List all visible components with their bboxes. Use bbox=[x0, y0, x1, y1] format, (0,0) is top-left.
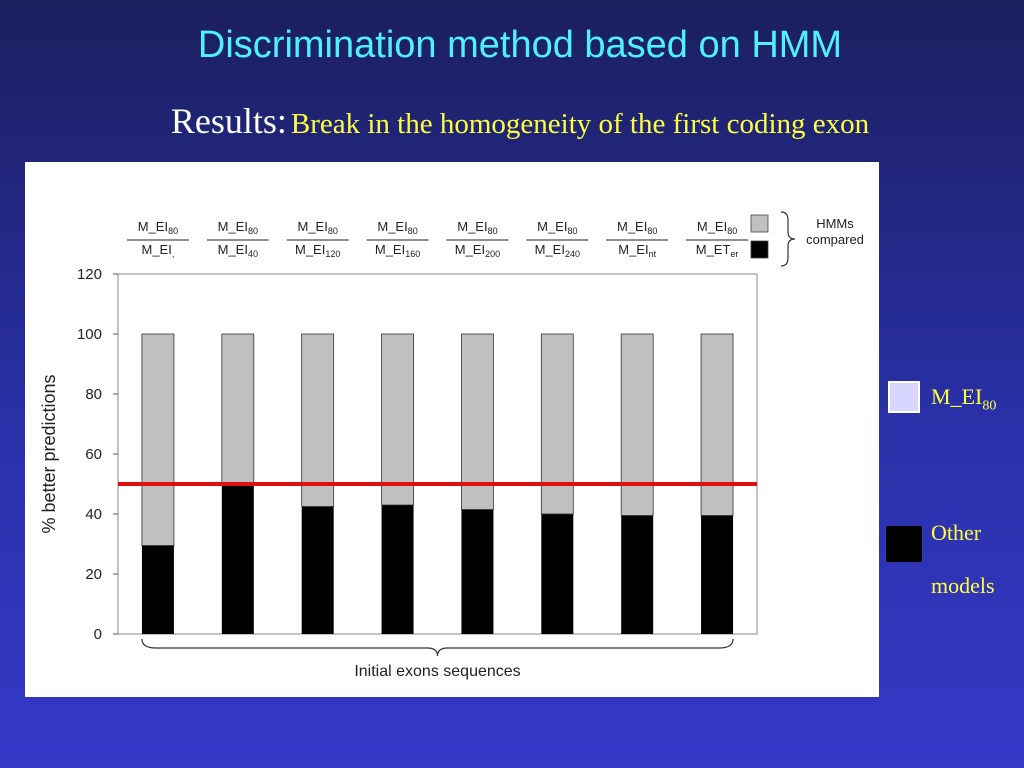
category-label-bottom: M_EI, bbox=[142, 242, 175, 259]
legend-label-other-models-2: models bbox=[931, 573, 995, 598]
bar-segment-other-models bbox=[461, 509, 494, 634]
y-tick-label: 120 bbox=[77, 266, 102, 283]
category-label-bottom-sub: 120 bbox=[325, 249, 340, 259]
bar-segment-other-models bbox=[541, 514, 574, 634]
bar-segment-m-ei80 bbox=[141, 333, 175, 546]
x-axis-brace bbox=[141, 638, 734, 657]
bar-segment-other-models bbox=[141, 545, 174, 634]
category-label-bottom-sub: er bbox=[730, 249, 738, 259]
slide-subtitle: Results: Break in the homogeneity of the… bbox=[0, 100, 1024, 142]
category-label-bottom-sub: nt bbox=[649, 249, 657, 259]
bar-segment-other-models bbox=[381, 505, 414, 634]
bar-segment-m-ei80 bbox=[221, 333, 255, 486]
legend-label-m-ei80-sub: 80 bbox=[982, 398, 997, 414]
category-label-top-sub: 80 bbox=[647, 226, 657, 236]
category-label-bottom: M_ETer bbox=[696, 242, 739, 259]
category-label-top: M_EI80 bbox=[697, 219, 737, 236]
key-swatch-black bbox=[750, 240, 769, 259]
y-tick-label: 20 bbox=[85, 566, 102, 583]
category-label-bottom-sub: 240 bbox=[565, 249, 580, 259]
slide-title: Discrimination method based on HMM bbox=[197, 24, 843, 66]
key-swatch-gray bbox=[750, 214, 769, 233]
subtitle-lead: Results: bbox=[170, 101, 287, 141]
category-label-bottom: M_EI160 bbox=[375, 242, 420, 259]
plot-area bbox=[117, 273, 758, 635]
category-label-top-sub: 80 bbox=[248, 226, 258, 236]
category-label-top: M_EI80 bbox=[457, 219, 497, 236]
bar-segment-other-models bbox=[221, 485, 254, 634]
y-tick-label: 40 bbox=[85, 506, 102, 523]
category-label-bottom: M_EInt bbox=[618, 242, 656, 259]
chart-panel: 0 20 40 60 80 100 120 % better predictions M_EI8… bbox=[25, 162, 879, 697]
legend-swatch-m-ei80 bbox=[888, 381, 920, 413]
key-brace bbox=[780, 211, 796, 267]
y-tick-label: 0 bbox=[94, 626, 102, 643]
legend-swatch-other-models bbox=[886, 526, 922, 562]
category-label-top-sub: 80 bbox=[567, 226, 577, 236]
bar-segment-m-ei80 bbox=[381, 333, 414, 506]
category-label-bottom: M_EI120 bbox=[295, 242, 340, 259]
bar-segment-other-models bbox=[701, 515, 734, 634]
category-label-top-sub: 80 bbox=[328, 226, 338, 236]
y-tick-label: 100 bbox=[77, 326, 102, 343]
category-label-bottom-sub: 40 bbox=[248, 249, 258, 259]
category-label-bottom-sub: , bbox=[172, 249, 175, 259]
bar-segment-m-ei80 bbox=[620, 333, 654, 516]
category-label-bottom: M_EI40 bbox=[218, 242, 258, 259]
bar-segment-m-ei80 bbox=[540, 333, 574, 515]
bar-segment-m-ei80 bbox=[301, 333, 335, 507]
legend-label-m-ei80-text: M_EI bbox=[931, 384, 983, 409]
y-tick-label: 80 bbox=[85, 386, 102, 403]
category-label-top-sub: 80 bbox=[408, 226, 418, 236]
subtitle-text: Break in the homogeneity of the first co… bbox=[290, 108, 870, 140]
legend-label-m-ei80: M_EI80 bbox=[931, 384, 996, 414]
key-label-compared: compared bbox=[806, 232, 864, 247]
y-tick-label: 60 bbox=[85, 446, 102, 463]
category-label-top: M_EI80 bbox=[617, 219, 657, 236]
x-axis-label: Initial exons sequences bbox=[354, 663, 520, 680]
category-label-bottom-sub: 200 bbox=[485, 249, 500, 259]
category-label-top-sub: 80 bbox=[727, 226, 737, 236]
y-axis-label: % better predictions bbox=[39, 374, 59, 533]
bar-segment-m-ei80 bbox=[461, 333, 494, 510]
category-label-top-sub: 80 bbox=[488, 226, 498, 236]
bar-segment-m-ei80 bbox=[700, 333, 734, 516]
category-label-bottom-sub: 160 bbox=[405, 249, 420, 259]
category-label-top: M_EI80 bbox=[218, 219, 258, 236]
category-label-top: M_EI80 bbox=[138, 219, 178, 236]
category-label-top: M_EI80 bbox=[377, 219, 417, 236]
category-label-bottom: M_EI240 bbox=[535, 242, 580, 259]
category-label-top: M_EI80 bbox=[537, 219, 577, 236]
category-label-top: M_EI80 bbox=[298, 219, 338, 236]
category-label-bottom: M_EI200 bbox=[455, 242, 500, 259]
bar-segment-other-models bbox=[301, 506, 334, 634]
bar-segment-other-models bbox=[621, 515, 654, 634]
key-label-hmms: HMMs bbox=[816, 216, 854, 231]
legend-label-other-models-1: Other bbox=[931, 520, 982, 545]
stacked-bar-chart: 0 20 40 60 80 100 120 % better predictions M_EI8… bbox=[39, 211, 864, 680]
category-label-top-sub: 80 bbox=[168, 226, 178, 236]
